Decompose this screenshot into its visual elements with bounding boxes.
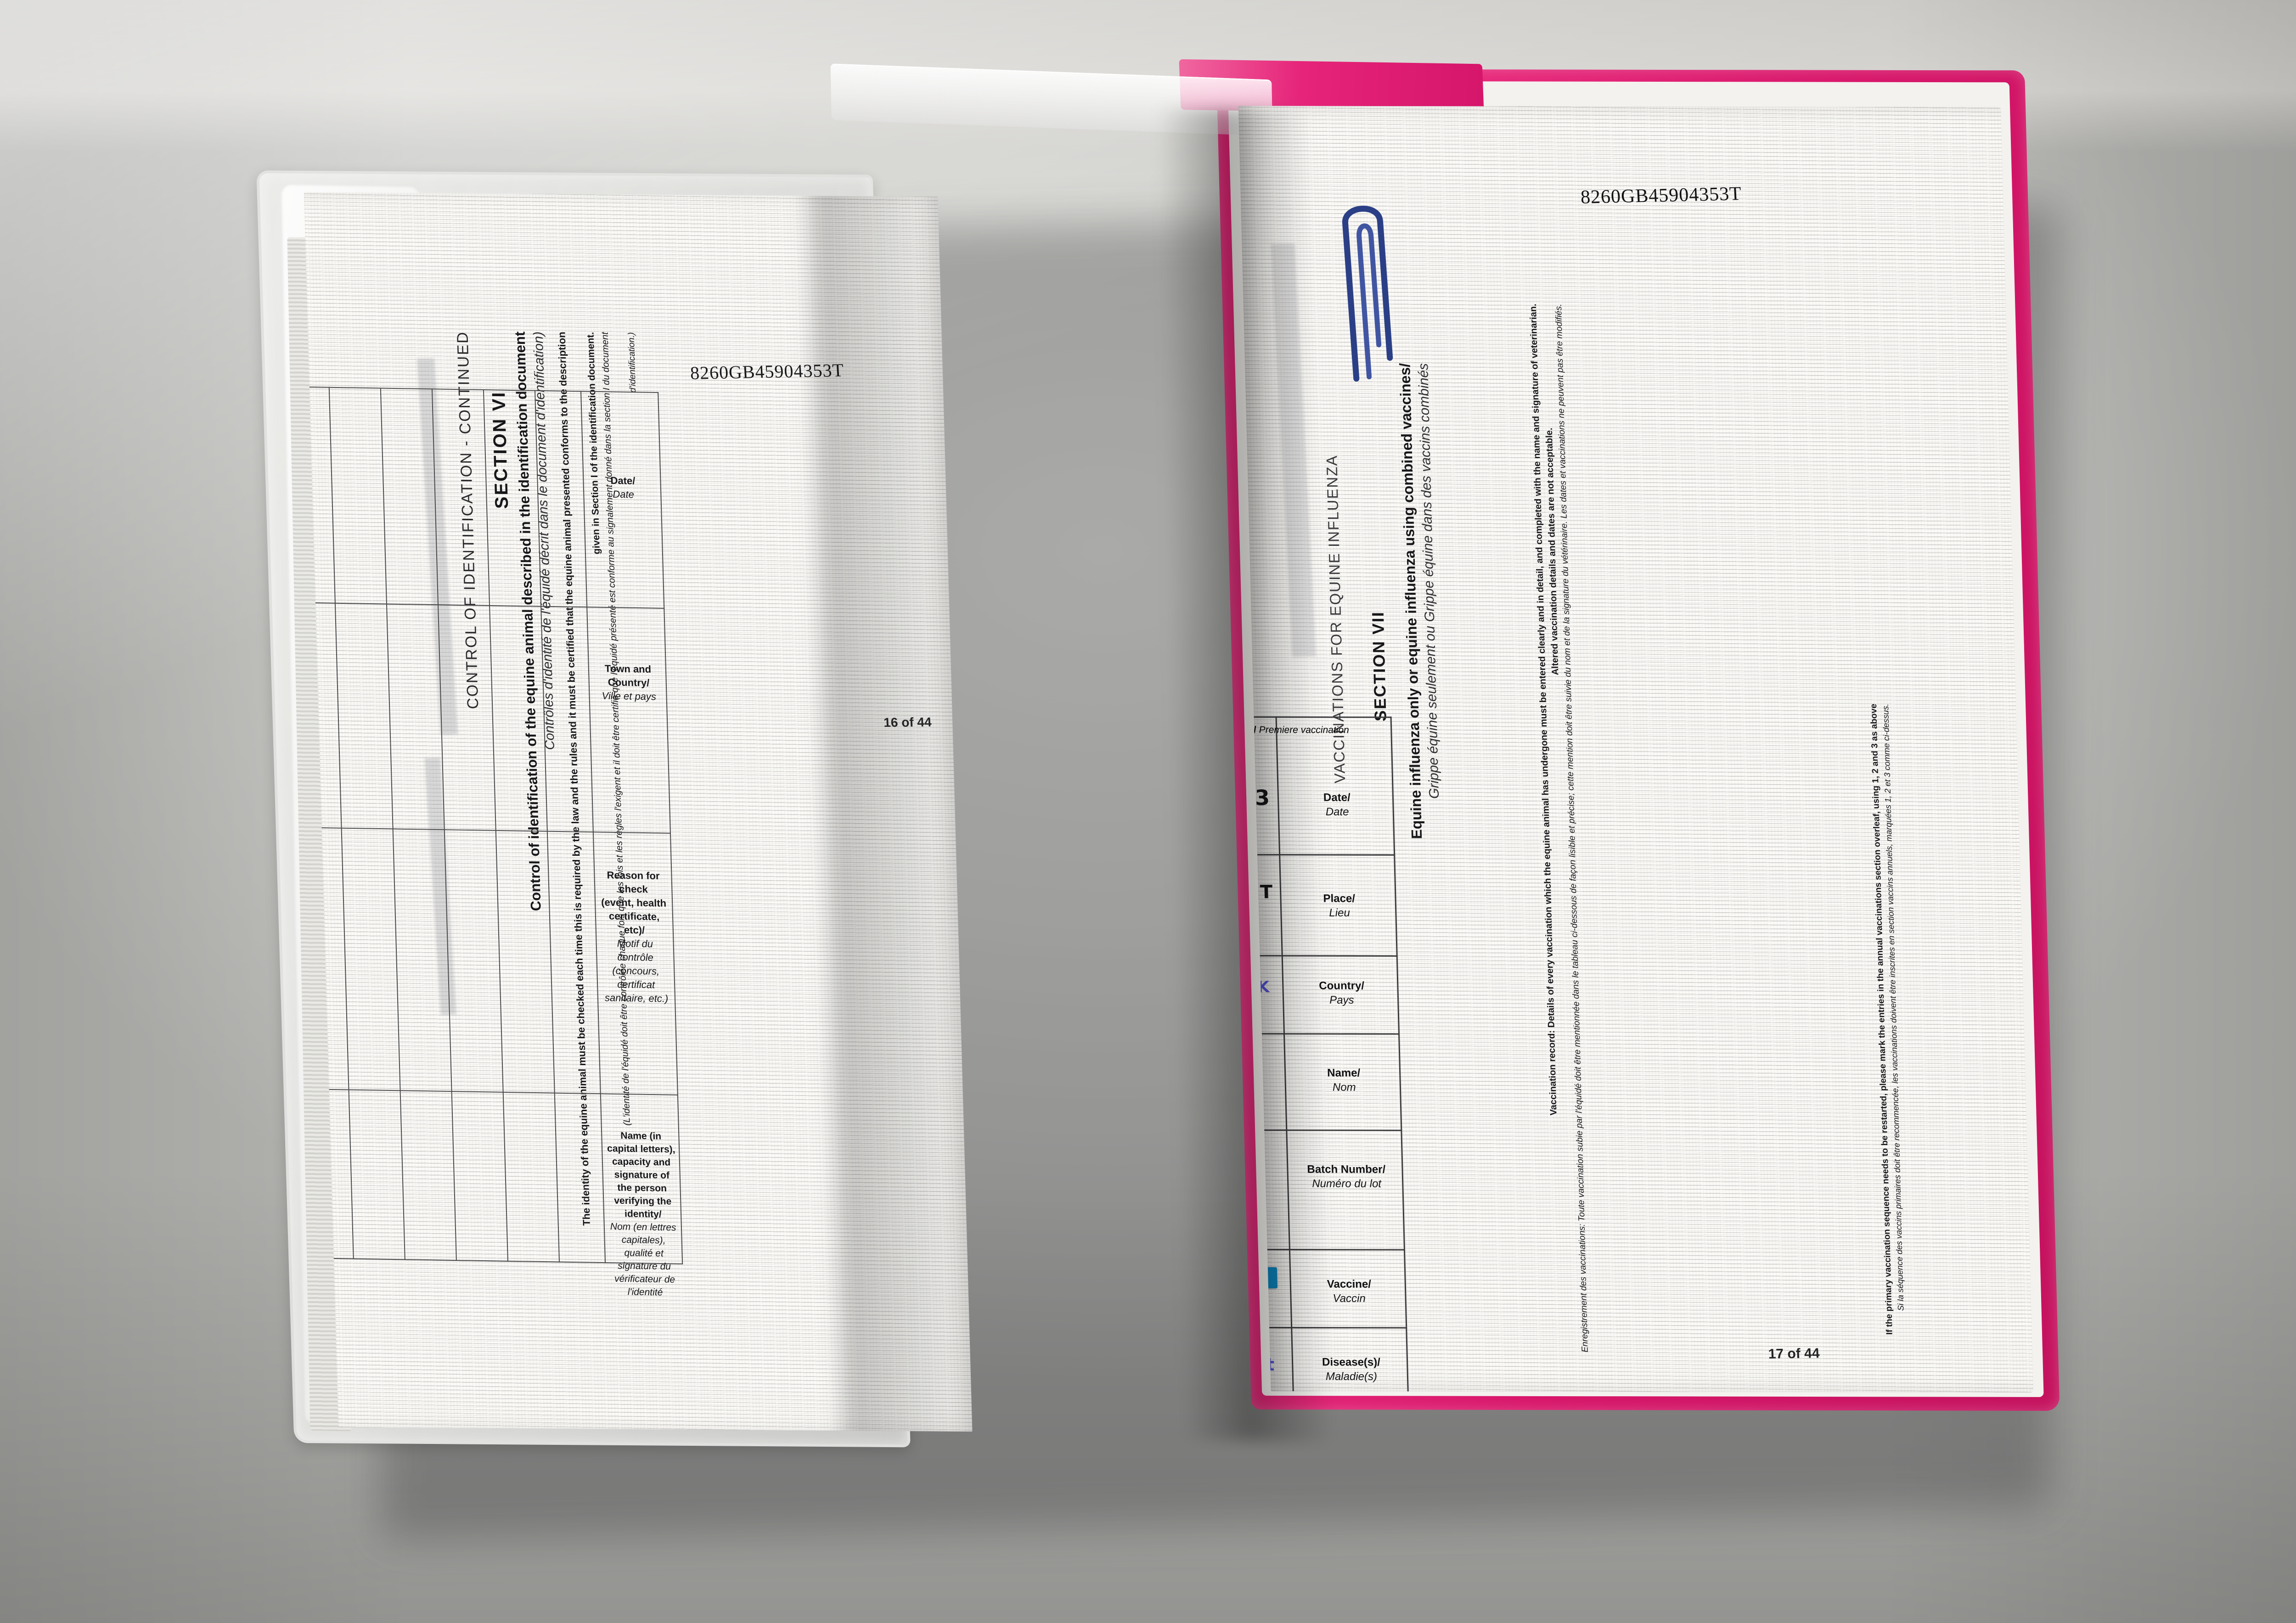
left-body-fr-2: d'identification.) <box>626 332 638 393</box>
left-col-head-reason: Reason for check (event, health certific… <box>601 869 669 1005</box>
identification-check-table: Date/ Date Town and Country/ Ville et pa… <box>304 386 683 1298</box>
vacc-col-head-diseases: Disease(s)/ Maladie(s) <box>1322 1356 1380 1383</box>
paperclip-icon <box>1342 206 1393 382</box>
vacc-col-head-date: Date/ Date <box>1323 791 1351 818</box>
right-page-folio: 17 of 44 <box>1768 1346 1820 1362</box>
vacc-col-head-name: Name/ Nom <box>1327 1067 1361 1094</box>
vacc-col-head-vaccine: Vaccine/ Vaccin <box>1327 1278 1372 1305</box>
left-col-head-town-country: Town and Country/ Ville et pays <box>602 663 657 702</box>
right-note-en-1: Vaccination record: Details of every vac… <box>1528 303 1559 1116</box>
left-page-document-id: 8260GB45904353T <box>689 359 844 383</box>
left-col-head-verifier: Name (in capital letters), capacity and … <box>607 1130 677 1298</box>
right-section-label: SECTION VII <box>1368 611 1390 722</box>
left-page-content: CONTROL OF IDENTIFICATION - CONTINUED SE… <box>304 192 973 1432</box>
left-page: CONTROL OF IDENTIFICATION - CONTINUED SE… <box>304 192 973 1432</box>
vacc-col-head-place: Place/ Lieu <box>1323 892 1356 919</box>
left-page-folio: 16 of 44 <box>883 715 932 730</box>
equine-passport-book: CONTROL OF IDENTIFICATION - CONTINUED SE… <box>256 59 2061 1540</box>
right-page-document-id: 8260GB45904353T <box>1580 183 1742 208</box>
vacc-col-head-country: Country/ Pays <box>1318 979 1365 1006</box>
vacc-col-head-batch: Batch Number/ Numéro du lot <box>1306 1163 1386 1190</box>
left-col-head-date: Date/ Date <box>610 474 636 500</box>
right-note-fr-1: Enregistrement des vaccinations: Toute v… <box>1553 303 1590 1353</box>
